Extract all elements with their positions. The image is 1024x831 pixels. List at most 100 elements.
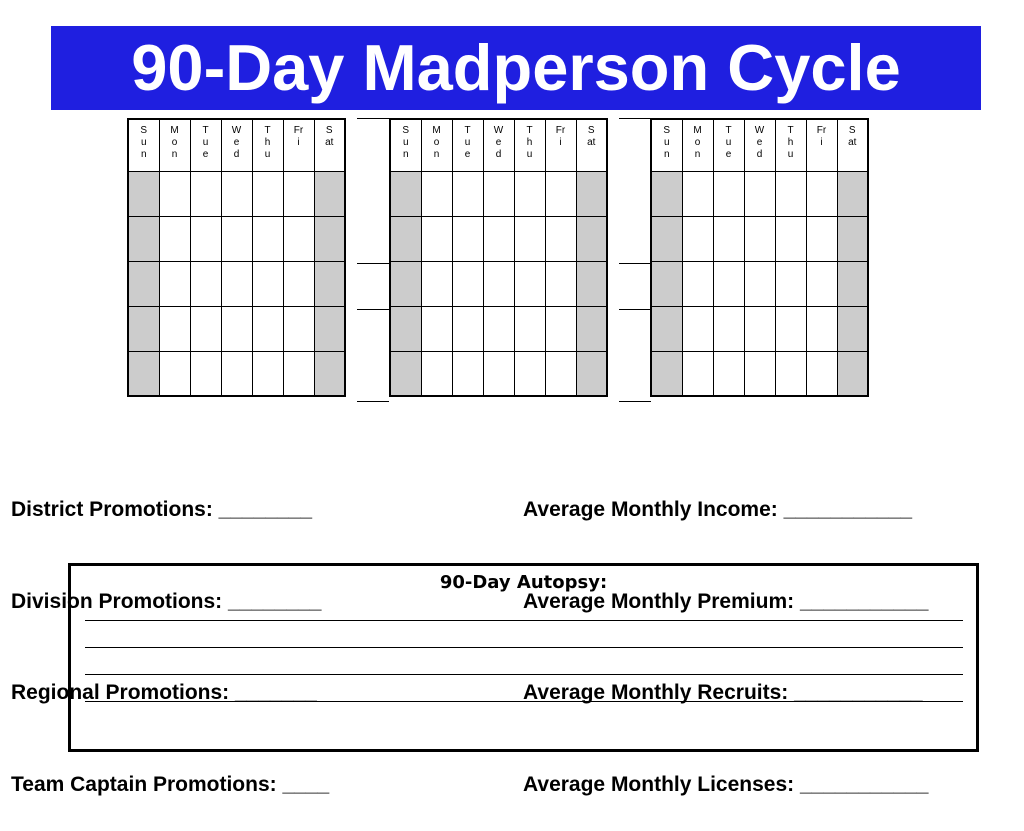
day-cell[interactable] <box>482 215 515 262</box>
avg-monthly-premium-field[interactable]: Average Monthly Premium: ___________ <box>523 589 929 613</box>
autopsy-line[interactable] <box>85 620 963 621</box>
weekend-day-cell[interactable] <box>313 215 346 262</box>
day-cell[interactable] <box>681 305 714 352</box>
autopsy-line[interactable] <box>85 701 963 702</box>
day-cell[interactable] <box>482 260 515 307</box>
weekend-day-cell[interactable] <box>836 260 869 307</box>
day-cell[interactable] <box>513 350 546 397</box>
day-cell[interactable] <box>158 170 191 217</box>
weekend-day-cell[interactable] <box>650 350 683 397</box>
weekend-day-cell[interactable] <box>313 350 346 397</box>
avg-monthly-licenses-field[interactable]: Average Monthly Licenses: ___________ <box>523 772 929 796</box>
day-cell[interactable] <box>482 305 515 352</box>
weekend-day-cell[interactable] <box>836 170 869 217</box>
day-cell[interactable] <box>513 305 546 352</box>
day-cell[interactable] <box>220 170 253 217</box>
day-cell[interactable] <box>774 305 807 352</box>
day-cell[interactable] <box>743 350 776 397</box>
day-cell[interactable] <box>805 350 838 397</box>
team-captain-promotions-field[interactable]: Team Captain Promotions: ____ <box>11 772 330 796</box>
weekend-day-cell[interactable] <box>650 305 683 352</box>
avg-monthly-recruits-field[interactable]: Average Monthly Recruits: ___________ <box>523 681 923 704</box>
day-cell[interactable] <box>544 305 577 352</box>
day-cell[interactable] <box>282 260 315 307</box>
day-cell[interactable] <box>189 260 222 307</box>
day-cell[interactable] <box>251 215 284 262</box>
day-cell[interactable] <box>513 260 546 307</box>
weekend-day-cell[interactable] <box>389 260 422 307</box>
day-cell[interactable] <box>158 260 191 307</box>
day-cell[interactable] <box>451 305 484 352</box>
day-cell[interactable] <box>420 260 453 307</box>
day-cell[interactable] <box>544 215 577 262</box>
day-cell[interactable] <box>805 170 838 217</box>
weekend-day-cell[interactable] <box>575 350 608 397</box>
day-cell[interactable] <box>482 350 515 397</box>
day-cell[interactable] <box>282 350 315 397</box>
day-cell[interactable] <box>513 170 546 217</box>
day-cell[interactable] <box>681 260 714 307</box>
day-cell[interactable] <box>544 170 577 217</box>
weekend-day-cell[interactable] <box>127 350 160 397</box>
division-promotions-field[interactable]: Division Promotions: ________ <box>11 589 322 613</box>
regional-promotions-field[interactable]: Regional Promotions: _______ <box>11 681 317 704</box>
weekend-day-cell[interactable] <box>836 305 869 352</box>
day-cell[interactable] <box>220 350 253 397</box>
day-cell[interactable] <box>681 215 714 262</box>
day-cell[interactable] <box>712 260 745 307</box>
day-cell[interactable] <box>712 215 745 262</box>
weekend-day-cell[interactable] <box>650 170 683 217</box>
day-cell[interactable] <box>282 215 315 262</box>
day-cell[interactable] <box>712 305 745 352</box>
weekend-day-cell[interactable] <box>650 215 683 262</box>
day-cell[interactable] <box>743 260 776 307</box>
day-cell[interactable] <box>513 215 546 262</box>
day-cell[interactable] <box>451 170 484 217</box>
day-cell[interactable] <box>158 350 191 397</box>
day-cell[interactable] <box>251 305 284 352</box>
day-cell[interactable] <box>158 305 191 352</box>
day-cell[interactable] <box>712 350 745 397</box>
day-cell[interactable] <box>544 350 577 397</box>
district-promotions-field[interactable]: District Promotions: ________ <box>11 498 313 521</box>
weekend-day-cell[interactable] <box>313 260 346 307</box>
day-cell[interactable] <box>158 215 191 262</box>
weekend-day-cell[interactable] <box>575 170 608 217</box>
day-cell[interactable] <box>774 215 807 262</box>
day-cell[interactable] <box>451 215 484 262</box>
day-cell[interactable] <box>282 305 315 352</box>
weekend-day-cell[interactable] <box>836 350 869 397</box>
weekend-day-cell[interactable] <box>389 170 422 217</box>
day-cell[interactable] <box>774 350 807 397</box>
day-cell[interactable] <box>220 215 253 262</box>
day-cell[interactable] <box>420 350 453 397</box>
day-cell[interactable] <box>451 260 484 307</box>
day-cell[interactable] <box>743 170 776 217</box>
day-cell[interactable] <box>420 305 453 352</box>
day-cell[interactable] <box>482 170 515 217</box>
day-cell[interactable] <box>189 215 222 262</box>
day-cell[interactable] <box>189 305 222 352</box>
day-cell[interactable] <box>420 215 453 262</box>
weekend-day-cell[interactable] <box>575 215 608 262</box>
day-cell[interactable] <box>774 170 807 217</box>
day-cell[interactable] <box>805 260 838 307</box>
weekend-day-cell[interactable] <box>313 305 346 352</box>
day-cell[interactable] <box>251 170 284 217</box>
day-cell[interactable] <box>743 305 776 352</box>
day-cell[interactable] <box>805 215 838 262</box>
day-cell[interactable] <box>451 350 484 397</box>
day-cell[interactable] <box>189 350 222 397</box>
day-cell[interactable] <box>189 170 222 217</box>
weekend-day-cell[interactable] <box>127 260 160 307</box>
weekend-day-cell[interactable] <box>575 260 608 307</box>
weekend-day-cell[interactable] <box>389 215 422 262</box>
day-cell[interactable] <box>251 260 284 307</box>
day-cell[interactable] <box>805 305 838 352</box>
day-cell[interactable] <box>251 350 284 397</box>
weekend-day-cell[interactable] <box>313 170 346 217</box>
autopsy-line[interactable] <box>85 647 963 648</box>
weekend-day-cell[interactable] <box>127 305 160 352</box>
day-cell[interactable] <box>282 170 315 217</box>
day-cell[interactable] <box>743 215 776 262</box>
